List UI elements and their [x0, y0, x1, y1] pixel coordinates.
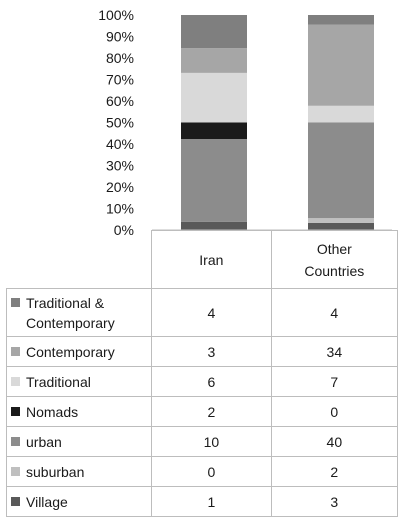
legend-swatch — [11, 496, 20, 506]
y-tick-label: 100% — [98, 7, 134, 23]
legend-swatch — [11, 436, 20, 446]
data-value-cell: 0 — [270, 396, 398, 427]
bar-segment-village — [181, 221, 247, 230]
data-table: Iran Other Countries Traditional & Contempor… — [5, 230, 398, 517]
y-tick-label: 70% — [106, 72, 134, 88]
data-value-cell: 4 — [270, 288, 398, 337]
legend-swatch — [11, 406, 20, 416]
table-row: Village 1 3 — [5, 486, 398, 517]
y-tick-label: 40% — [106, 136, 134, 152]
x-category-label: Other Countries — [270, 230, 398, 289]
legend-entry: Nomads — [5, 396, 153, 427]
table-corner — [6, 230, 153, 289]
legend-entry: Village — [5, 486, 153, 517]
y-tick-label: 10% — [106, 201, 134, 217]
bar-segment-suburban — [308, 218, 374, 223]
legend-swatch — [11, 346, 20, 356]
y-tick-label: 50% — [106, 115, 134, 131]
legend-entry: Traditional & Contemporary — [5, 288, 153, 337]
y-tick-label: 60% — [106, 93, 134, 109]
data-value-cell: 1 — [151, 486, 272, 517]
bar-segment-urban — [181, 139, 247, 222]
data-value-cell: 40 — [270, 426, 398, 457]
bar-segment-urban — [308, 122, 374, 219]
legend-entry: suburban — [5, 456, 153, 487]
legend-entry: Traditional — [5, 366, 153, 397]
y-tick-label: 90% — [106, 29, 134, 45]
y-tick-label: 80% — [106, 50, 134, 66]
table-row: Contemporary 3 34 — [5, 336, 398, 367]
legend-label: Traditional & Contemporary — [26, 294, 115, 331]
y-tick-label: 20% — [106, 179, 134, 195]
legend-swatch — [11, 297, 20, 307]
legend-label: suburban — [26, 464, 85, 481]
legend-swatch — [11, 376, 20, 386]
x-category-label: Iran — [151, 230, 272, 289]
table-row: suburban 0 2 — [5, 456, 398, 487]
bar-segment-traditional — [308, 105, 374, 123]
data-value-cell: 34 — [270, 336, 398, 367]
data-value-cell: 2 — [151, 396, 272, 427]
legend-label: urban — [26, 434, 62, 451]
data-value-cell: 0 — [151, 456, 272, 487]
table-row: Traditional 6 7 — [5, 366, 398, 397]
bar-segment-traditional-contemporary — [181, 15, 247, 49]
bar-segment-contemporary — [181, 48, 247, 73]
legend-label: Contemporary — [26, 344, 115, 361]
legend-swatch — [11, 466, 20, 476]
data-value-cell: 7 — [270, 366, 398, 397]
data-value-cell: 3 — [270, 486, 398, 517]
table-row: Traditional & Contemporary 4 4 — [5, 288, 398, 337]
data-value-cell: 3 — [151, 336, 272, 367]
bar-segment-traditional-contemporary — [308, 15, 374, 25]
legend-entry: Contemporary — [5, 336, 153, 367]
data-value-cell: 2 — [270, 456, 398, 487]
legend-label: Village — [26, 494, 68, 511]
bar-segment-contemporary — [308, 24, 374, 106]
bar-segment-traditional — [181, 72, 247, 123]
stacked-bar-chart: 0%10%20%30%40%50%60%70%80%90%100% — [98, 7, 392, 238]
table-row: Nomads 2 0 — [5, 396, 398, 427]
legend-label: Traditional — [26, 374, 91, 391]
table-row: urban 10 40 — [5, 426, 398, 457]
bar-segment-nomads — [181, 122, 247, 140]
data-value-cell: 6 — [151, 366, 272, 397]
bar-segment-village — [308, 222, 374, 230]
y-tick-label: 30% — [106, 158, 134, 174]
legend-label: Nomads — [26, 404, 79, 421]
data-value-cell: 4 — [151, 288, 272, 337]
legend-entry: urban — [5, 426, 153, 457]
data-value-cell: 10 — [151, 426, 272, 457]
